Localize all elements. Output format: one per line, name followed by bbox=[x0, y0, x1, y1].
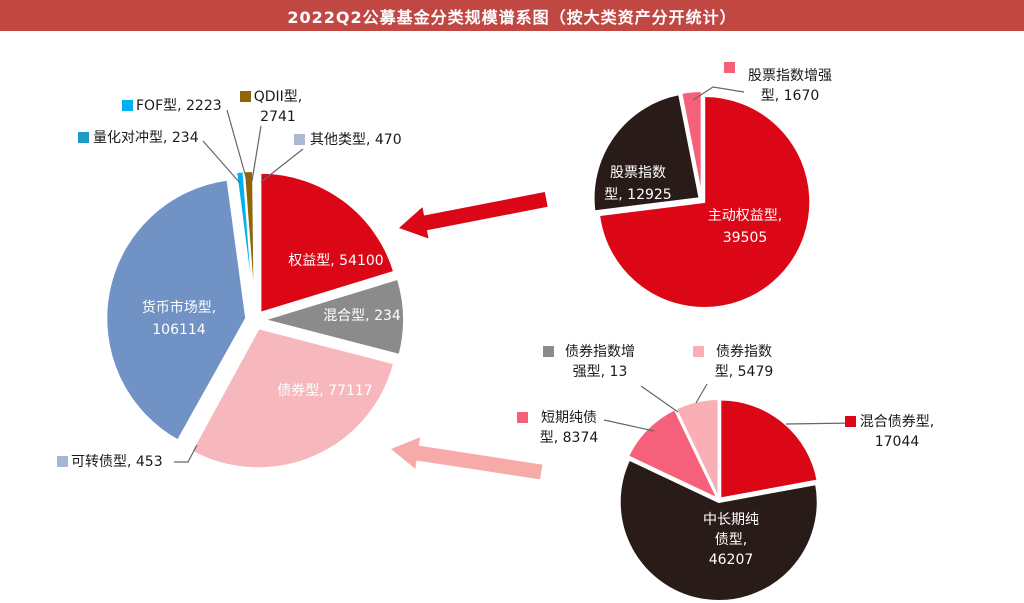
bond-arrow bbox=[391, 437, 543, 480]
pie-slice-混合型 bbox=[263, 277, 405, 356]
legend-swatch-mixed-bond bbox=[845, 416, 856, 427]
leader-line-quant-hedge bbox=[202, 140, 241, 184]
pie-bond-breakdown bbox=[618, 398, 819, 602]
equity-arrow bbox=[399, 192, 548, 239]
legend-label-bond-index-enhanced: 债券指数增强型, 13 bbox=[565, 344, 635, 380]
slice-label-active-equity: 主动权益型, 39505 bbox=[707, 208, 783, 246]
leader-line-stock-index-enhanced bbox=[692, 86, 745, 101]
pie-equity-breakdown bbox=[592, 90, 812, 309]
legend-label-quant-hedge: 量化对冲型, 234 bbox=[93, 130, 199, 146]
legend-label-stock-index-enhanced: 股票指数增强型, 1670 bbox=[748, 68, 832, 104]
leader-line-short-bond bbox=[603, 419, 655, 432]
slice-label-equity: 权益型, 54100 bbox=[288, 253, 384, 269]
pie-slice-权益型 bbox=[259, 171, 396, 314]
legend-swatch-short-bond bbox=[517, 412, 528, 423]
pie-slice-债券型 bbox=[190, 327, 396, 470]
pie-slice-股票指数增强型 bbox=[680, 90, 703, 198]
legend-label-convertible: 可转债型, 453 bbox=[71, 454, 163, 470]
legend-swatch-other bbox=[294, 134, 305, 145]
slice-label-hybrid: 混合型, 234 bbox=[323, 308, 401, 324]
pie-slice-短期纯债型 bbox=[627, 408, 719, 500]
legend-swatch-quant-hedge bbox=[78, 132, 89, 143]
arrows bbox=[391, 192, 548, 480]
leader-line-other bbox=[260, 148, 304, 183]
legend-label-bond-index: 债券指数型, 5479 bbox=[714, 344, 774, 380]
leader-line-qdii bbox=[251, 125, 262, 182]
pie-overall bbox=[105, 169, 405, 470]
title-bar: 2022Q2公募基金分类规模谱系图（按大类资产分开统计） bbox=[0, 0, 1024, 31]
legend-swatch-bond-index bbox=[693, 346, 704, 357]
legend-swatch-fof bbox=[122, 100, 133, 111]
slice-label-bond: 债券型, 77117 bbox=[277, 383, 373, 399]
leader-line-fof bbox=[226, 109, 248, 182]
pie-slice-股票指数型 bbox=[592, 93, 701, 213]
legend-label-qdii: QDII型, 2741 bbox=[253, 89, 303, 125]
leader-line-bond-index bbox=[695, 383, 708, 404]
leader-line-mixed-bond bbox=[785, 422, 857, 425]
leader-line-convertible bbox=[174, 444, 198, 463]
legend-swatch-bond-index-enhanced bbox=[543, 346, 554, 357]
page-title: 2022Q2公募基金分类规模谱系图（按大类资产分开统计） bbox=[287, 7, 737, 27]
pie-slice-可转债型 bbox=[181, 326, 252, 452]
slice-label-money-market: 货币市场型, 106114 bbox=[141, 300, 217, 338]
pie-slice-混合债券型 bbox=[719, 398, 819, 500]
pie-slice-货币市场型 bbox=[105, 178, 248, 442]
legend-swatch-convertible bbox=[57, 456, 68, 467]
leader-line-bond-index-enhanced bbox=[640, 385, 679, 413]
legend-swatch-stock-index-enhanced bbox=[724, 62, 735, 73]
legend-label-fof: FOF型, 2223 bbox=[136, 98, 222, 114]
slice-label-stock-index: 股票指数型, 12925 bbox=[604, 165, 672, 203]
leader-lines bbox=[174, 86, 857, 463]
legend-label-short-bond: 短期纯债型, 8374 bbox=[539, 410, 599, 446]
slice-label-mid-long-bond: 中长期纯债型, 46207 bbox=[703, 512, 759, 568]
legend-label-mixed-bond: 混合债券型, 17044 bbox=[859, 414, 935, 450]
pie-slice-主动权益型 bbox=[598, 95, 812, 309]
pie-slice-中长期纯债型 bbox=[618, 458, 819, 602]
legend-label-other: 其他类型, 470 bbox=[310, 132, 402, 148]
legend-swatch-qdii bbox=[240, 91, 251, 102]
